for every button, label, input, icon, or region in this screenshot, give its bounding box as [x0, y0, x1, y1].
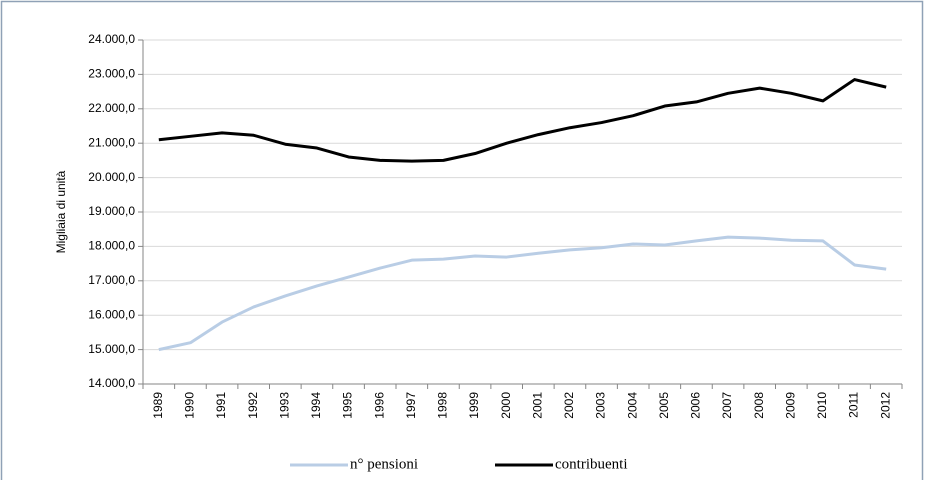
x-tick-label: 2008	[752, 392, 766, 419]
legend-label: contribuenti	[555, 456, 627, 472]
x-tick-label: 2002	[562, 392, 576, 419]
x-tick-label: 1997	[404, 392, 418, 419]
x-tick-label: 1990	[183, 392, 197, 419]
x-tick-label: 2001	[530, 392, 544, 419]
x-tick-label: 1991	[214, 392, 228, 419]
x-tick-label: 1992	[246, 392, 260, 419]
x-tick-label: 2012	[878, 392, 892, 419]
x-tick-label: 1998	[436, 392, 450, 419]
x-tick-label: 2009	[783, 392, 797, 419]
x-tick-label: 2004	[625, 392, 639, 419]
y-axis-label: Migliaia di unità	[54, 170, 68, 253]
y-tick-label: 17.000,0	[88, 273, 135, 287]
y-tick-label: 19.000,0	[88, 204, 135, 218]
y-tick-label: 21.000,0	[88, 135, 135, 149]
y-tick-label: 20.000,0	[88, 170, 135, 184]
x-tick-label: 2006	[689, 392, 703, 419]
legend-label: n° pensioni	[350, 456, 418, 472]
x-tick-label: 1993	[277, 392, 291, 419]
line-series	[158, 78, 887, 163]
x-tick-label: 2003	[594, 392, 608, 419]
x-tick-label: 1994	[309, 392, 323, 419]
x-tick-label: 2010	[815, 392, 829, 419]
x-tick-label: 1996	[372, 392, 386, 419]
x-tick-label: 2000	[499, 392, 513, 419]
y-tick-label: 15.000,0	[88, 342, 135, 356]
x-tick-label: 2007	[720, 392, 734, 419]
y-tick-label: 16.000,0	[88, 307, 135, 321]
x-tick-label: 1989	[151, 392, 165, 419]
y-tick-label: 23.000,0	[88, 67, 135, 81]
line-series	[158, 235, 887, 352]
x-tick-label: 2005	[657, 392, 671, 419]
y-tick-label: 14.000,0	[88, 376, 135, 390]
x-tick-label: 1995	[341, 392, 355, 419]
x-tick-label: 2011	[847, 392, 861, 418]
y-tick-label: 18.000,0	[88, 239, 135, 253]
y-tick-label: 24.000,0	[88, 32, 135, 46]
y-tick-label: 22.000,0	[88, 101, 135, 115]
x-tick-label: 1999	[467, 392, 481, 419]
